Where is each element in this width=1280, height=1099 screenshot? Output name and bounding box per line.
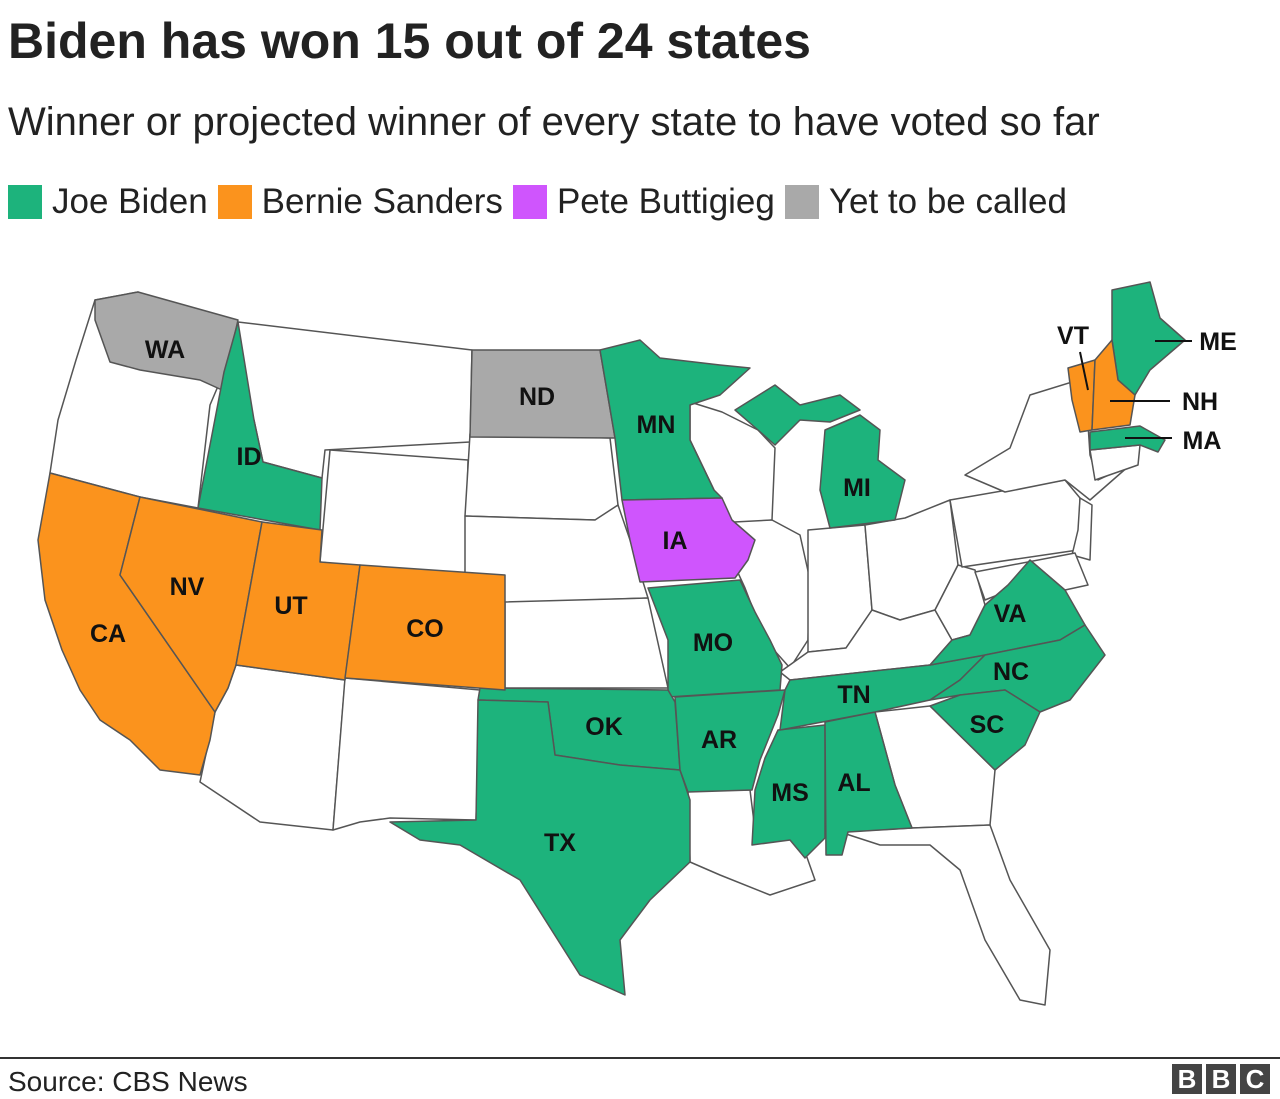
state-pa: [949, 479, 1081, 568]
legend-swatch-biden: [8, 185, 42, 219]
legend: Joe Biden Bernie Sanders Pete Buttigieg …: [8, 182, 1077, 222]
state-labels: WA ND MN ID MI IA NV UT CO CA MO OK AR T…: [90, 322, 1237, 857]
chart-title: Biden has won 15 out of 24 states: [8, 13, 811, 69]
state-ia: [621, 497, 756, 583]
legend-label-sanders: Bernie Sanders: [261, 182, 503, 221]
label-mi: MI: [843, 474, 871, 502]
label-nd: ND: [519, 383, 555, 411]
label-nv: NV: [170, 573, 205, 601]
legend-label-buttigieg: Pete Buttigieg: [556, 182, 775, 221]
us-map: WA ND MN ID MI IA NV UT CO CA MO OK AR T…: [37, 281, 1237, 1006]
state-sc: [929, 689, 1041, 771]
label-al: AL: [837, 769, 870, 797]
legend-item-sanders: Bernie Sanders: [217, 182, 503, 222]
legend-swatch-sanders: [217, 185, 252, 219]
state-tx: [389, 699, 691, 996]
label-ut: UT: [274, 592, 307, 620]
leader-lines: [1079, 340, 1192, 439]
state-ks: [504, 597, 669, 689]
state-wa: [94, 291, 239, 391]
label-ms: MS: [771, 779, 809, 807]
state-me: [1111, 281, 1186, 396]
label-sc: SC: [970, 711, 1005, 739]
state-mi: [819, 414, 906, 529]
state-sd: [464, 433, 619, 531]
state-wy: [319, 449, 469, 579]
label-ca: CA: [90, 620, 126, 648]
legend-label-uncalled: Yet to be called: [828, 182, 1067, 221]
chart-subtitle: Winner or projected winner of every stat…: [8, 100, 1100, 144]
label-me: ME: [1199, 328, 1237, 356]
state-al: [824, 711, 913, 856]
label-ar: AR: [701, 726, 737, 754]
label-va: VA: [994, 600, 1027, 628]
state-co: [344, 564, 506, 691]
source-note: Source: CBS News: [8, 1066, 248, 1097]
legend-label-biden: Joe Biden: [52, 182, 208, 221]
bbc-logo: B B C: [1168, 1064, 1270, 1094]
label-wa: WA: [145, 336, 185, 364]
label-mn: MN: [637, 411, 676, 439]
bbc-logo-block-1: B: [1172, 1064, 1202, 1094]
legend-swatch-uncalled: [784, 185, 819, 219]
legend-item-buttigieg: Pete Buttigieg: [512, 182, 775, 222]
state-nm: [332, 677, 481, 831]
label-mo: MO: [693, 629, 733, 657]
label-ok: OK: [585, 713, 623, 741]
state-nj: [1071, 497, 1093, 561]
label-tn: TN: [837, 681, 870, 709]
state-fl: [839, 824, 1051, 1006]
label-nh: NH: [1182, 388, 1218, 416]
bbc-logo-block-2: B: [1206, 1064, 1236, 1094]
legend-item-biden: Joe Biden: [8, 182, 208, 222]
label-vt: VT: [1057, 322, 1089, 350]
state-ny: [964, 377, 1131, 501]
label-tx: TX: [544, 829, 576, 857]
label-ia: IA: [663, 527, 688, 555]
footer-divider: [0, 1057, 1280, 1059]
label-ma: MA: [1183, 427, 1222, 455]
label-nc: NC: [993, 658, 1029, 686]
state-mi-upper: [734, 384, 861, 446]
legend-swatch-buttigieg: [512, 185, 547, 219]
label-co: CO: [406, 615, 444, 643]
state-mo: [647, 579, 783, 698]
bbc-logo-block-3: C: [1240, 1064, 1270, 1094]
leader-line-vt: [1079, 351, 1089, 391]
legend-item-uncalled: Yet to be called: [784, 182, 1067, 222]
label-id: ID: [237, 443, 262, 471]
state-nh: [1091, 339, 1136, 431]
state-vt: [1067, 359, 1096, 433]
